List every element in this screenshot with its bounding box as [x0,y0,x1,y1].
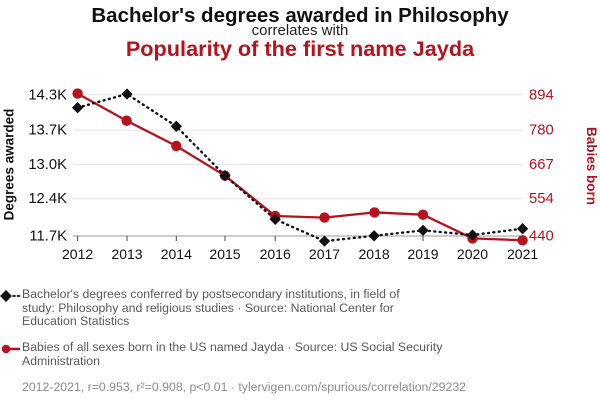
svg-text:2015: 2015 [209,246,240,262]
svg-text:2020: 2020 [457,246,488,262]
svg-text:12.4K: 12.4K [28,191,67,207]
svg-text:13.7K: 13.7K [28,123,67,139]
svg-text:14.3K: 14.3K [28,87,67,103]
svg-text:11.7K: 11.7K [29,229,67,245]
svg-text:440: 440 [529,229,554,245]
svg-text:13.0K: 13.0K [28,157,67,173]
svg-text:780: 780 [529,123,554,139]
svg-text:2012: 2012 [62,246,93,262]
svg-text:2014: 2014 [161,246,192,262]
svg-text:554: 554 [529,191,554,207]
svg-text:2017: 2017 [309,246,340,262]
svg-text:2018: 2018 [359,246,390,262]
svg-text:2016: 2016 [260,246,291,262]
svg-text:Degrees awarded: Degrees awarded [2,109,17,221]
svg-text:2019: 2019 [407,246,438,262]
svg-text:667: 667 [529,157,554,173]
svg-text:894: 894 [529,87,554,103]
svg-text:2021: 2021 [507,246,538,262]
svg-text:Babies born: Babies born [584,127,599,205]
svg-text:2013: 2013 [111,246,142,262]
